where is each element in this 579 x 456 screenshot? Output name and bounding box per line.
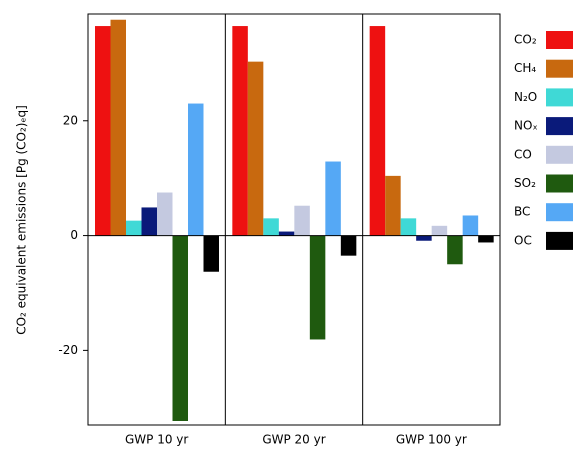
bar: [278, 231, 295, 236]
legend-label: NOₓ: [514, 119, 538, 133]
legend-swatch: [546, 231, 573, 250]
y-tick-label: 20: [63, 113, 78, 127]
bar: [126, 220, 142, 236]
bar: [340, 235, 357, 256]
x-tick-label: GWP 10 yr: [125, 433, 188, 447]
bar: [462, 215, 479, 236]
y-tick-label: -20: [58, 343, 78, 357]
bar: [203, 235, 219, 272]
legend-label: CO₂: [514, 33, 537, 47]
legend-swatch: [546, 145, 573, 164]
x-tick-label: GWP 100 yr: [396, 433, 467, 447]
x-tick-label: GWP 20 yr: [262, 433, 325, 447]
bar: [263, 218, 279, 236]
bar: [232, 26, 248, 236]
bar: [110, 19, 126, 236]
legend-label: OC: [514, 233, 532, 247]
legend-swatch: [546, 203, 573, 222]
plot-frame: [87, 13, 501, 426]
bar: [369, 26, 386, 236]
legend-swatch: [546, 59, 573, 78]
bar: [188, 103, 204, 236]
legend-swatch: [546, 174, 573, 193]
bar: [141, 207, 157, 236]
bar: [478, 235, 494, 243]
bar: [294, 205, 310, 236]
legend-swatch: [546, 88, 573, 107]
legend-swatch: [546, 31, 573, 49]
legend-label: BC: [514, 205, 530, 219]
y-axis-label: CO₂ equivalent emissions [Pg (CO₂)ₑq]: [15, 105, 29, 335]
bar: [385, 175, 401, 236]
legend-label: CO: [514, 147, 532, 161]
legend-label: CH₄: [514, 61, 536, 75]
bar: [309, 235, 326, 340]
bar: [447, 235, 463, 265]
bar: [95, 26, 111, 236]
legend-label: N₂O: [514, 90, 537, 104]
bar: [157, 192, 173, 236]
bar: [172, 235, 188, 421]
legend-label: SO₂: [514, 176, 536, 190]
legend-swatch: [546, 117, 573, 136]
bar: [247, 61, 264, 236]
bar: [325, 161, 341, 236]
bar: [416, 235, 432, 241]
bar: [431, 225, 448, 236]
bar: [400, 218, 417, 236]
y-tick-label: 0: [70, 228, 78, 242]
